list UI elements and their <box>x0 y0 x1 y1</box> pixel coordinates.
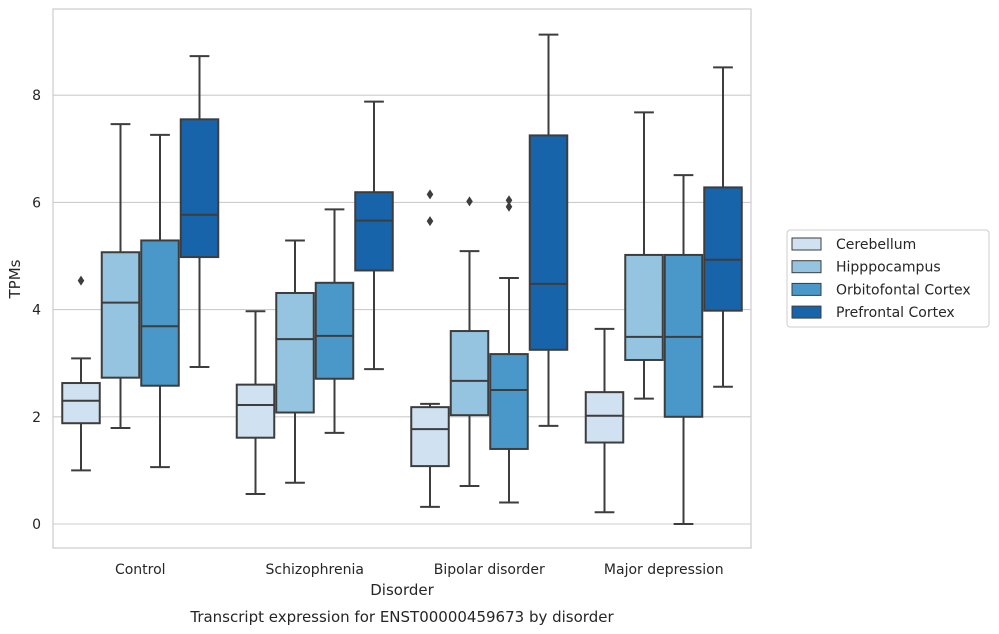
legend-frame <box>786 229 990 328</box>
y-tick-label: 4 <box>32 303 41 319</box>
box-orbitofontal-cortex <box>663 174 704 525</box>
box-iqr <box>663 253 704 418</box>
y-axis-label: TPMs <box>6 259 24 299</box>
x-axis-label: Disorder <box>370 581 434 599</box>
box-prefrontal-cortex <box>354 100 394 371</box>
box-hipppocampus <box>624 111 664 400</box>
box-hipppocampus <box>449 196 490 487</box>
box-cerebellum <box>584 327 625 514</box>
box-hipppocampus <box>275 239 315 484</box>
box-prefrontal-cortex <box>703 66 743 388</box>
outlier-point <box>77 275 85 286</box>
box-orbitofontal-cortex <box>140 133 180 469</box>
box-iqr <box>584 391 625 444</box>
legend-swatch <box>791 260 822 274</box>
legend-swatch <box>791 237 822 251</box>
box-iqr <box>179 118 220 259</box>
plot-frame <box>52 8 752 549</box>
box-iqr <box>314 281 355 380</box>
x-tick-labels: Control Schizophrenia Bipolar disorder Majo… <box>115 562 724 578</box>
box-iqr <box>61 382 101 425</box>
box-prefrontal-cortex <box>528 33 569 427</box>
legend-swatch <box>791 305 822 319</box>
box-cerebellum <box>61 275 101 472</box>
box-iqr <box>449 330 490 417</box>
box-iqr <box>410 406 450 468</box>
legend-label: Orbitofontal Cortex <box>836 282 971 298</box>
legend-item: Orbitofontal Cortex <box>791 282 971 298</box>
box-iqr <box>528 134 569 351</box>
outlier-point <box>466 196 473 207</box>
x-tick-label: Schizophrenia <box>266 562 364 578</box>
box-iqr <box>275 291 315 414</box>
box-iqr <box>354 191 394 272</box>
legend-item: Prefrontal Cortex <box>791 305 955 321</box>
box-iqr <box>100 251 141 379</box>
legend-label: Prefrontal Cortex <box>836 305 955 321</box>
legend-item: Hipppocampus <box>791 260 941 276</box>
legend-label: Cerebellum <box>836 237 916 253</box>
x-tick-label: Control <box>115 562 166 578</box>
box-iqr <box>235 383 276 439</box>
outlier-point <box>426 189 434 200</box>
outlier-point <box>426 216 434 227</box>
box-iqr <box>624 253 664 361</box>
box-hipppocampus <box>100 123 141 430</box>
legend-swatch <box>791 282 822 296</box>
box-prefrontal-cortex <box>179 55 220 368</box>
outlier-point <box>505 201 513 212</box>
legend: Cerebellum Hipppocampus Orbitofontal Corte… <box>786 229 990 328</box>
y-tick-label: 2 <box>32 410 41 426</box>
y-tick-label: 6 <box>32 195 41 211</box>
chart-caption: Transcript expression for ENST0000045967… <box>189 608 614 626</box>
x-tick-label: Major depression <box>604 562 724 578</box>
box-iqr <box>489 353 529 450</box>
x-tick-label: Bipolar disorder <box>434 562 545 578</box>
box-iqr <box>703 186 743 312</box>
box-cerebellum <box>410 189 450 508</box>
box-cerebellum <box>235 310 276 495</box>
legend-item: Cerebellum <box>791 237 916 253</box>
y-tick-label: 8 <box>32 88 41 104</box>
box-orbitofontal-cortex <box>489 195 529 504</box>
box-series-group <box>61 33 743 525</box>
y-tick-labels: 0 2 4 6 8 <box>32 88 41 533</box>
outlier-point <box>505 195 513 206</box>
box-iqr <box>140 239 180 387</box>
y-tick-label: 0 <box>32 517 41 533</box>
legend-label: Hipppocampus <box>836 260 941 276</box>
box-orbitofontal-cortex <box>314 208 355 434</box>
